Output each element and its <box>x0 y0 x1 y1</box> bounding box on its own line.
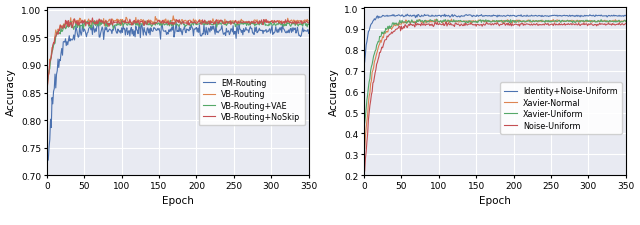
Xavier-Uniform <box>516 20 524 23</box>
VB-Routing+NoSkip <box>294 21 302 24</box>
VB-Routing <box>198 20 206 23</box>
VB-Routing+NoSkip <box>184 24 191 26</box>
VB-Routing <box>302 20 310 23</box>
Line: Noise-Uniform: Noise-Uniform <box>365 23 626 171</box>
Noise-Uniform <box>431 24 438 27</box>
VB-Routing+VAE <box>184 23 191 26</box>
Identity+Noise-Uniform <box>611 15 619 18</box>
Noise-Uniform <box>361 170 369 173</box>
Xavier-Uniform <box>611 22 619 24</box>
Noise-Uniform <box>516 26 524 28</box>
Xavier-Normal <box>431 21 438 23</box>
VB-Routing+VAE <box>294 26 302 28</box>
Line: Xavier-Uniform: Xavier-Uniform <box>365 20 626 124</box>
Line: VB-Routing: VB-Routing <box>47 17 308 86</box>
VB-Routing+VAE <box>305 24 312 26</box>
Noise-Uniform <box>500 23 508 26</box>
VB-Routing <box>44 84 51 87</box>
Line: Xavier-Normal: Xavier-Normal <box>365 20 626 149</box>
Noise-Uniform <box>431 22 439 24</box>
VB-Routing+NoSkip <box>302 22 310 24</box>
VB-Routing <box>164 20 172 22</box>
Identity+Noise-Uniform <box>622 15 630 18</box>
VB-Routing <box>170 16 177 18</box>
Noise-Uniform <box>619 24 627 27</box>
Xavier-Uniform <box>361 122 369 125</box>
VB-Routing+NoSkip <box>44 83 51 86</box>
Xavier-Normal <box>500 22 508 25</box>
VB-Routing+VAE <box>113 23 121 26</box>
VB-Routing+VAE <box>44 80 51 82</box>
EM-Routing <box>165 29 173 32</box>
VB-Routing+NoSkip <box>198 19 206 22</box>
Xavier-Normal <box>516 20 524 22</box>
Identity+Noise-Uniform <box>361 61 369 64</box>
EM-Routing <box>114 29 122 31</box>
X-axis label: Epoch: Epoch <box>162 196 194 205</box>
Identity+Noise-Uniform <box>516 15 524 18</box>
Xavier-Normal <box>622 21 630 24</box>
Line: Identity+Noise-Uniform: Identity+Noise-Uniform <box>365 15 626 63</box>
Xavier-Uniform <box>500 20 508 23</box>
Xavier-Uniform <box>433 19 440 21</box>
VB-Routing <box>113 19 121 21</box>
Identity+Noise-Uniform <box>500 16 508 18</box>
EM-Routing <box>198 33 206 36</box>
Xavier-Normal <box>447 19 455 21</box>
EM-Routing <box>184 29 191 32</box>
Line: VB-Routing+NoSkip: VB-Routing+NoSkip <box>47 19 308 85</box>
VB-Routing+VAE <box>166 20 174 23</box>
Noise-Uniform <box>611 25 619 27</box>
VB-Routing <box>294 21 302 24</box>
Identity+Noise-Uniform <box>431 16 439 18</box>
Line: VB-Routing+VAE: VB-Routing+VAE <box>47 21 308 81</box>
Legend: EM-Routing, VB-Routing, VB-Routing+VAE, VB-Routing+NoSkip: EM-Routing, VB-Routing, VB-Routing+VAE, … <box>199 74 305 126</box>
Noise-Uniform <box>622 23 630 26</box>
EM-Routing <box>294 32 302 34</box>
Xavier-Uniform <box>619 21 627 24</box>
Xavier-Uniform <box>622 21 630 24</box>
VB-Routing <box>305 20 312 23</box>
VB-Routing+VAE <box>198 24 206 27</box>
Legend: Identity+Noise-Uniform, Xavier-Normal, Xavier-Uniform, Noise-Uniform: Identity+Noise-Uniform, Xavier-Normal, X… <box>500 83 622 134</box>
Line: EM-Routing: EM-Routing <box>47 22 308 161</box>
VB-Routing+VAE <box>164 24 172 26</box>
EM-Routing <box>305 33 312 36</box>
Identity+Noise-Uniform <box>482 15 490 18</box>
EM-Routing <box>44 160 51 162</box>
Xavier-Uniform <box>482 19 490 22</box>
Identity+Noise-Uniform <box>619 15 627 18</box>
VB-Routing+NoSkip <box>88 18 96 20</box>
EM-Routing <box>302 30 310 33</box>
Xavier-Normal <box>611 19 619 22</box>
VB-Routing+VAE <box>302 25 310 28</box>
Identity+Noise-Uniform <box>403 14 411 16</box>
Y-axis label: Accuracy: Accuracy <box>6 68 15 115</box>
VB-Routing <box>184 21 191 24</box>
VB-Routing+NoSkip <box>165 24 173 27</box>
Noise-Uniform <box>482 23 490 26</box>
VB-Routing+NoSkip <box>114 20 122 23</box>
Y-axis label: Accuracy: Accuracy <box>328 68 339 115</box>
X-axis label: Epoch: Epoch <box>479 196 511 205</box>
Xavier-Normal <box>361 147 369 150</box>
Xavier-Normal <box>619 21 627 24</box>
Xavier-Normal <box>482 21 490 24</box>
Xavier-Uniform <box>431 21 438 24</box>
EM-Routing <box>95 21 102 23</box>
VB-Routing+NoSkip <box>305 22 312 25</box>
